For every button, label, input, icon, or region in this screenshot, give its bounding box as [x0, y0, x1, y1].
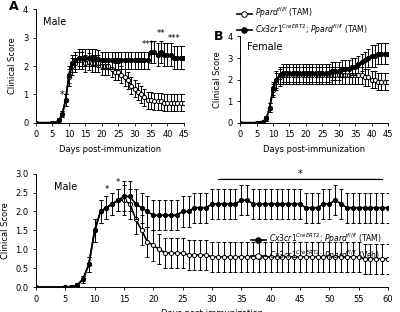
Text: Female: Female: [248, 42, 283, 52]
X-axis label: Days post-immunization: Days post-immunization: [161, 309, 263, 312]
Text: Male: Male: [54, 182, 77, 192]
Text: *: *: [60, 90, 65, 100]
Text: **: **: [157, 29, 165, 38]
Legend: $Cx3cr1^{CreERT2}$; $Ppard^{fl/fl}$ (TAM), $Cx3cr1^{CreERT2}$; $Ppard^{fl/fl}$ (: $Cx3cr1^{CreERT2}$; $Ppard^{fl/fl}$ (TAM…: [248, 230, 384, 265]
Text: Male: Male: [43, 17, 67, 27]
Y-axis label: Clinical Score: Clinical Score: [8, 38, 18, 95]
Text: B: B: [214, 30, 223, 42]
Y-axis label: Clinical Score: Clinical Score: [212, 51, 222, 108]
Legend: $Ppard^{fl/fl}$ (TAM), $Cx3cr1^{CreERT2}$; $Ppard^{fl/fl}$ (TAM): $Ppard^{fl/fl}$ (TAM), $Cx3cr1^{CreERT2}…: [236, 6, 368, 37]
Text: *: *: [104, 185, 108, 194]
X-axis label: Days post-immunization: Days post-immunization: [59, 145, 161, 154]
Text: A: A: [9, 0, 19, 13]
Y-axis label: Clinical Score: Clinical Score: [0, 202, 10, 259]
Text: *: *: [298, 168, 302, 178]
Text: ***: ***: [141, 40, 154, 49]
X-axis label: Days post-immunization: Days post-immunization: [263, 145, 365, 154]
Text: ***: ***: [168, 34, 180, 43]
Text: *: *: [116, 178, 120, 187]
